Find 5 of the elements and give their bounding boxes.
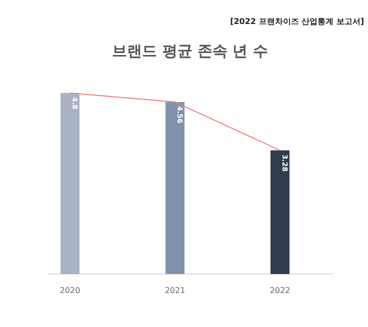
x-tick-label: 2022 [270,286,290,295]
chart-title: 브랜드 평균 존속 년 수 [112,42,268,60]
x-tick-label: 2020 [60,286,80,295]
x-tick-label: 2021 [164,286,186,295]
text: [2022 프랜차이즈 산업통계 보고서] [230,17,364,26]
